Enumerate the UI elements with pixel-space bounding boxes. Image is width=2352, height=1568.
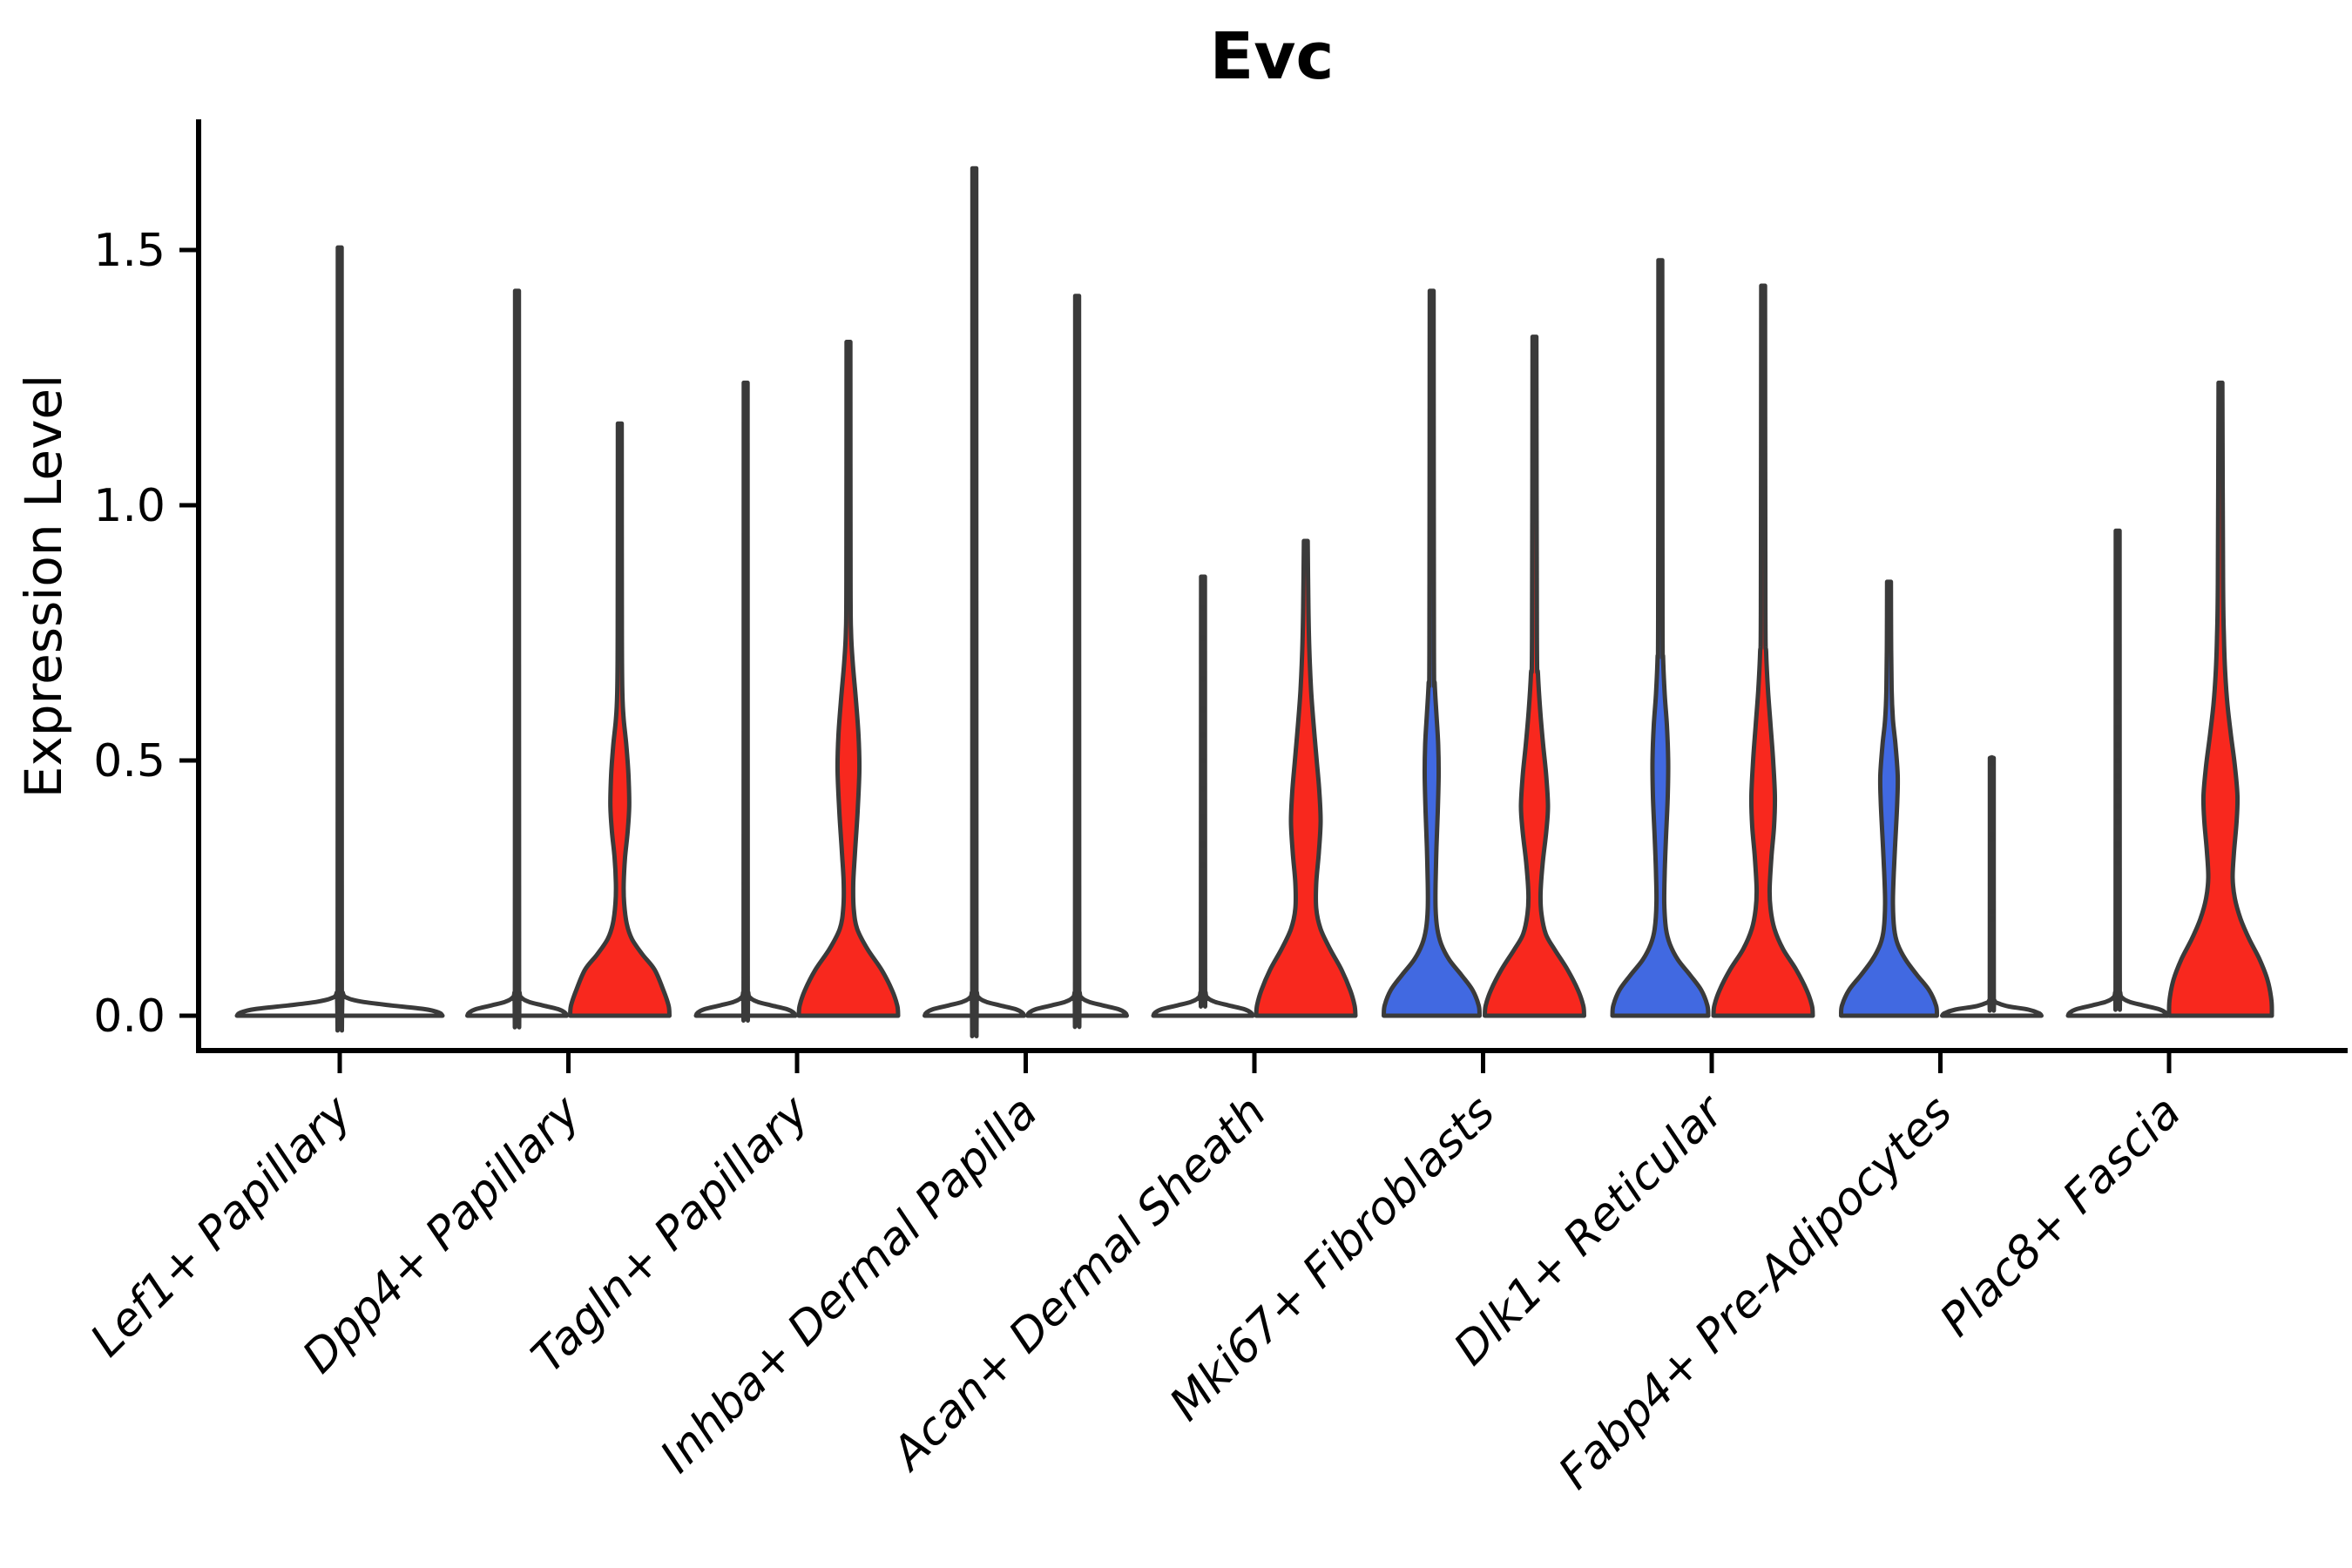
jitter-point	[1989, 831, 1995, 838]
violin-fabp4-pre-adipocytes-right	[1940, 755, 2044, 1018]
jitter-point	[1200, 862, 1206, 868]
jitter-point	[2114, 859, 2121, 866]
violin-plac8-fascia-right	[2166, 380, 2274, 1018]
violin-dlk1-reticular-right	[1711, 283, 1815, 1018]
jitter-point	[2114, 787, 2121, 794]
jitter-point	[2114, 773, 2121, 779]
chart-title: Evc	[1210, 19, 1335, 94]
violin-acan-dermal-sheath-right	[1254, 538, 1358, 1018]
jitter-point	[2114, 699, 2121, 705]
jitter-point	[1200, 757, 1206, 764]
violin-tagln-papillary-right	[796, 340, 901, 1018]
jitter-point	[1200, 814, 1206, 820]
jitter-point	[1989, 908, 1995, 915]
y-tick-label: 1.5	[93, 225, 166, 277]
jitter-point	[1200, 706, 1206, 713]
x-tick-label: Acan+ Dermal Sheath	[881, 1086, 1276, 1482]
violin-dpp4-papillary-left	[465, 288, 569, 1030]
violin-tagln-papillary-left	[693, 380, 798, 1023]
violin-dpp4-papillary-right	[568, 421, 672, 1018]
jitter-point	[1200, 675, 1206, 682]
violin-inhba-dermal-papilla-right	[1025, 294, 1129, 1030]
jitter-point	[1200, 635, 1206, 641]
jitter-point	[1200, 785, 1206, 792]
violin-dlk1-reticular-left	[1610, 258, 1711, 1018]
y-axis: 0.0 0.5 1.0 1.5	[93, 119, 201, 1053]
jitter-point	[1989, 760, 1995, 767]
violins-layer	[234, 166, 2274, 1038]
violin-mki67-fibroblasts-left	[1382, 288, 1482, 1018]
violin-fabp4-pre-adipocytes-left	[1839, 579, 1939, 1018]
x-tick-label: Plac8+ Fascia	[1930, 1086, 2191, 1347]
y-tick-label: 1.0	[93, 480, 166, 532]
jitter-point	[1989, 836, 1995, 843]
jitter-point	[1200, 841, 1206, 848]
jitter-point	[2114, 818, 2121, 825]
jitter-point	[2114, 803, 2121, 810]
y-axis-label: Expression Level	[14, 375, 73, 798]
jitter-point	[2114, 724, 2121, 731]
x-tick-label: Fabp4+ Pre-Adipocytes	[1549, 1086, 1963, 1500]
violin-inhba-dermal-papilla-left	[923, 166, 1026, 1038]
jitter-point	[2114, 841, 2121, 848]
x-tick-label: Inhba+ Dermal Papilla	[651, 1086, 1048, 1484]
jitter-point	[1200, 732, 1206, 739]
jitter-point	[2114, 742, 2121, 748]
y-tick-label: 0.5	[93, 735, 166, 787]
violin-mki67-fibroblasts-right	[1483, 335, 1586, 1018]
violin-acan-dermal-sheath-left	[1151, 574, 1255, 1018]
jitter-point	[1200, 604, 1206, 611]
y-tick-label: 0.0	[93, 990, 166, 1043]
jitter-point	[1989, 754, 1995, 761]
violin-lef1-papillary-single	[234, 245, 445, 1033]
jitter-point	[2114, 757, 2121, 764]
jitter-point	[1989, 916, 1995, 923]
